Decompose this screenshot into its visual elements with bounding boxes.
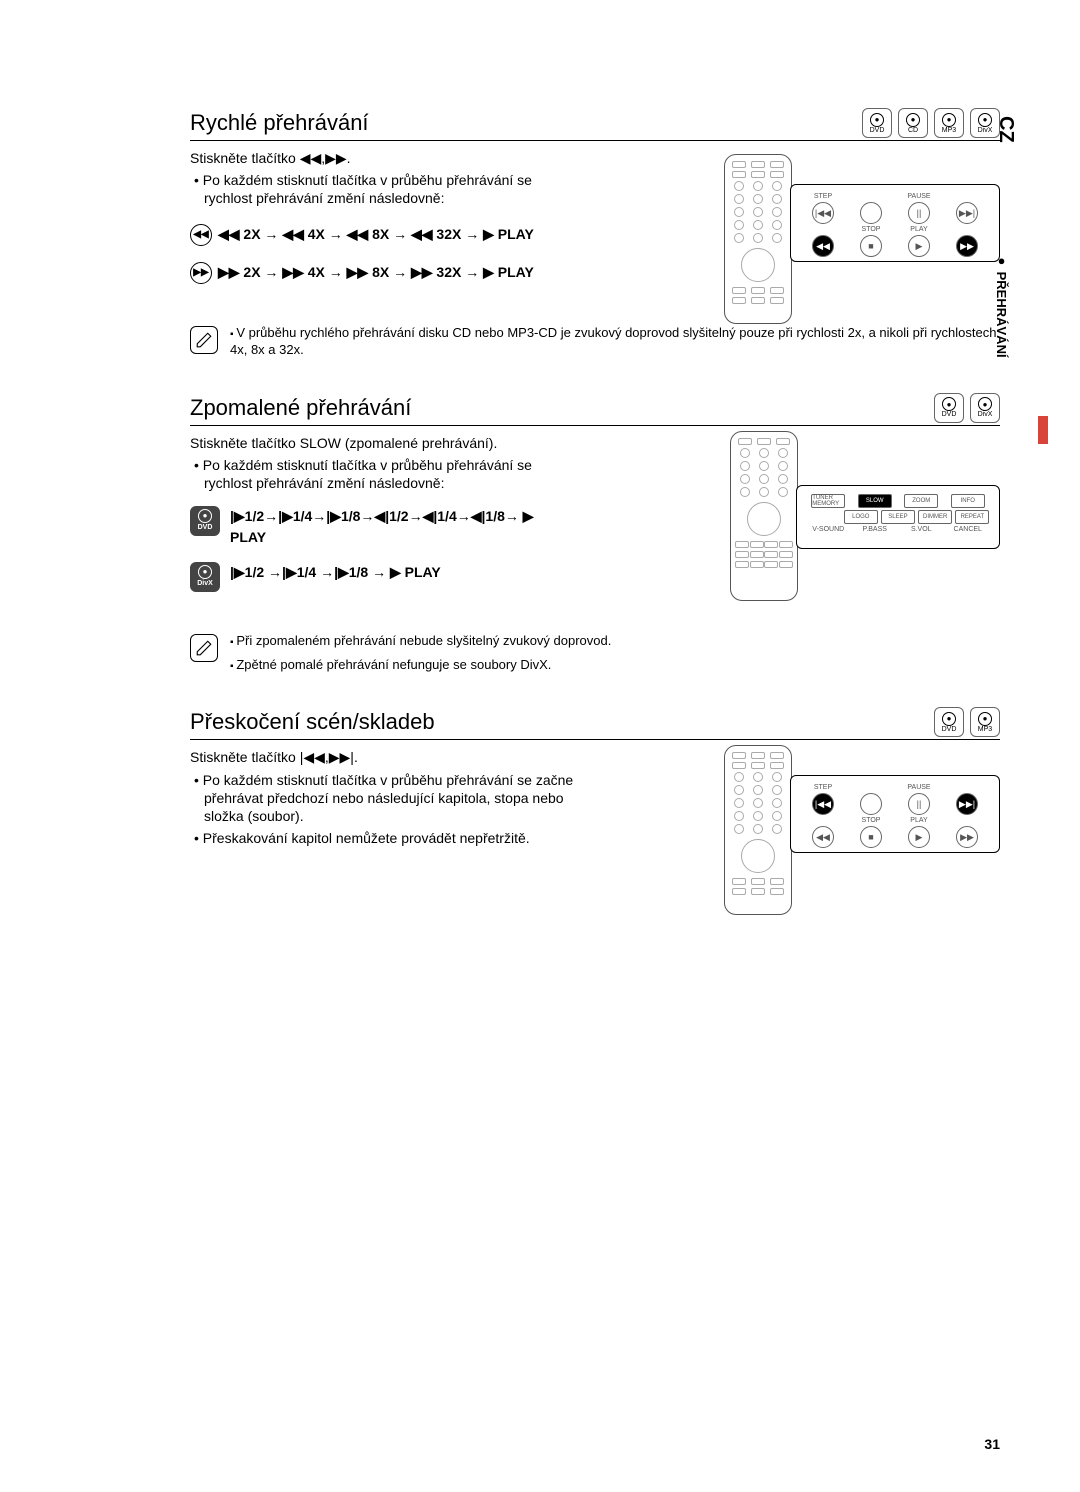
skip-back-icon: |◀◀: [812, 793, 834, 815]
remote-callout-fast: STEP PAUSE |◀◀ || ▶▶| STOP PLAY ◀◀ ■ ▶ ▶…: [790, 184, 1000, 262]
remote-diagram: [730, 431, 798, 601]
rewind-icon: ◀◀: [190, 224, 212, 246]
skip-press-text: Stiskněte tlačítko |◀◀,▶▶|.: [190, 748, 600, 766]
disc-icon-dvd-dark: ●DVD: [190, 506, 220, 536]
remote-figure-fast: STEP PAUSE |◀◀ || ▶▶| STOP PLAY ◀◀ ■ ▶ ▶…: [724, 154, 1000, 324]
fast-bullet: Po každém stisknutí tlačítka v průběhu p…: [190, 171, 580, 207]
note-slow: Při zpomaleném přehrávání nebude slyšite…: [190, 632, 1000, 679]
disc-icons-fast: ●DVD ●CD ●MP3 ●DivX: [862, 108, 1000, 138]
disc-icon-cd: ●CD: [898, 108, 928, 138]
disc-icon-dvd: ●DVD: [934, 393, 964, 423]
slow-line-divx: ●DivX |▶1/2 →|▶1/4 →|▶1/8 → ▶ PLAY: [190, 562, 580, 592]
heading-skip: Přeskočení scén/skladeb: [190, 709, 1000, 735]
rewind-icon: ◀◀: [812, 826, 834, 848]
disc-icon-dvd: ●DVD: [862, 108, 892, 138]
slow-bullet: Po každém stisknutí tlačítka v průběhu p…: [190, 456, 580, 492]
forward-icon: ▶▶: [956, 826, 978, 848]
skip-fwd-icon: ▶▶|: [956, 793, 978, 815]
forward-icon: ▶▶: [190, 262, 212, 284]
skip-fwd-icon: ▶▶|: [956, 202, 978, 224]
slow-press-text: Stiskněte tlačítko SLOW (zpomalené prehr…: [190, 434, 580, 452]
rewind-button-icon: ◀◀: [812, 235, 834, 257]
step-icon: [860, 793, 882, 815]
disc-icon-divx: ●DivX: [970, 108, 1000, 138]
stop-icon: ■: [860, 826, 882, 848]
note-fast: V průběhu rychlého přehrávání disku CD n…: [190, 324, 1000, 365]
remote-callout-skip: STEP PAUSE |◀◀ || ▶▶| STOP PLAY ◀◀ ■ ▶ ▶…: [790, 775, 1000, 853]
step-icon: [860, 202, 882, 224]
play-icon: ▶: [908, 826, 930, 848]
disc-icons-skip: ●DVD ●MP3: [934, 707, 1000, 737]
play-icon: ▶: [908, 235, 930, 257]
slow-button-highlight: SLOW: [858, 494, 892, 508]
fast-press-text: Stiskněte tlačítko ◀◀,▶▶.: [190, 149, 580, 167]
disc-icon-divx: ●DivX: [970, 393, 1000, 423]
fast-rewind-line: ◀◀ ◀◀ 2X → ◀◀ 4X → ◀◀ 8X → ◀◀ 32X → ▶ PL…: [190, 224, 580, 246]
remote-diagram: [724, 745, 792, 915]
forward-button-icon: ▶▶: [956, 235, 978, 257]
slow-line-dvd: ●DVD |▶1/2→|▶1/4→|▶1/8→◀|1/2→◀|1/4→◀|1/8…: [190, 506, 580, 548]
pause-icon: ||: [908, 202, 930, 224]
skip-bullet-1: Po každém stisknutí tlačítka v průběhu p…: [190, 771, 600, 826]
skip-back-icon: |◀◀: [812, 202, 834, 224]
disc-icon-mp3: ●MP3: [970, 707, 1000, 737]
section-skip: Přeskočení scén/skladeb ●DVD ●MP3 Stiskn…: [190, 709, 1000, 847]
pause-icon: ||: [908, 793, 930, 815]
remote-callout-slow: TUNER MEMORY SLOW ZOOM INFO LOGO SLEEP D…: [796, 485, 1000, 549]
disc-icon-dvd: ●DVD: [934, 707, 964, 737]
side-red-marker: [1038, 416, 1048, 444]
page-number: 31: [984, 1436, 1000, 1452]
note-icon: [190, 326, 218, 354]
section-fast-playback: Rychlé přehrávání ●DVD ●CD ●MP3 ●DivX St…: [190, 110, 1000, 284]
note-icon: [190, 634, 218, 662]
disc-icon-mp3: ●MP3: [934, 108, 964, 138]
remote-figure-slow: TUNER MEMORY SLOW ZOOM INFO LOGO SLEEP D…: [730, 431, 1000, 601]
remote-figure-skip: STEP PAUSE |◀◀ || ▶▶| STOP PLAY ◀◀ ■ ▶ ▶…: [724, 745, 1000, 915]
fast-forward-line: ▶▶ ▶▶ 2X → ▶▶ 4X → ▶▶ 8X → ▶▶ 32X → ▶ PL…: [190, 262, 580, 284]
section-slow-playback: Zpomalené přehrávání ●DVD ●DivX Stisknět…: [190, 395, 1000, 593]
skip-bullet-2: Přeskakování kapitol nemůžete provádět n…: [190, 829, 600, 847]
heading-slow: Zpomalené přehrávání: [190, 395, 1000, 421]
disc-icon-divx-dark: ●DivX: [190, 562, 220, 592]
stop-icon: ■: [860, 235, 882, 257]
disc-icons-slow: ●DVD ●DivX: [934, 393, 1000, 423]
remote-diagram: [724, 154, 792, 324]
